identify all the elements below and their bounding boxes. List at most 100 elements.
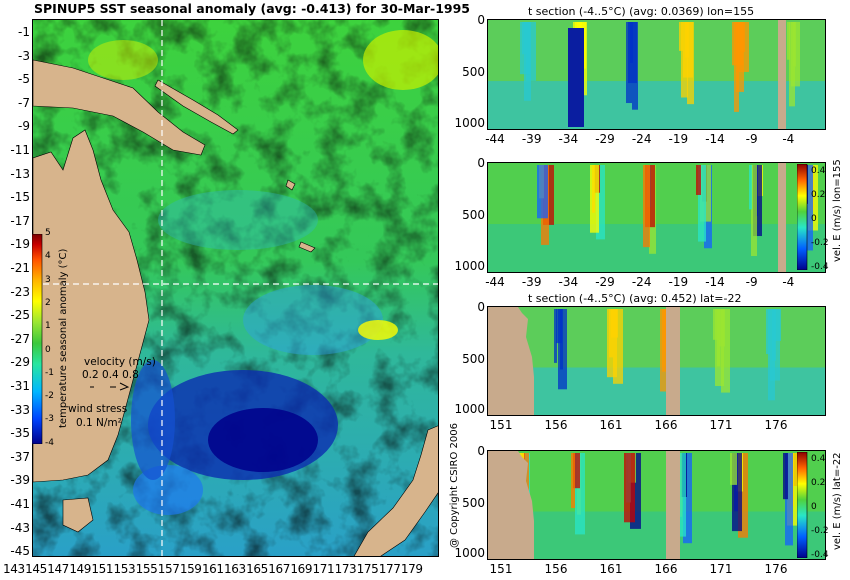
map-y-tick-label: -31 (10, 379, 30, 393)
map-y-tick-label: -1 (18, 25, 30, 39)
section-streak (520, 22, 530, 75)
section-streak (575, 453, 585, 535)
map-colorbar-label: temperature seasonal anomaly (°C) (58, 248, 69, 428)
section-x-tick-label: -34 (558, 132, 579, 146)
section-land-gap (666, 451, 680, 559)
map-x-tick-label: 149 (69, 562, 92, 576)
section-x-tick-label: -24 (631, 275, 652, 289)
section-streak (732, 22, 743, 66)
section-x-tick-label: -4 (782, 132, 795, 146)
temp-section-lon-panel (487, 19, 826, 130)
land-new-zealand (353, 425, 438, 556)
map-y-tick-label: -3 (18, 48, 30, 63)
section-x-tick-label: -4 (782, 275, 795, 289)
section-streak (590, 165, 599, 233)
map-colorbar-tick-label: -1 (45, 367, 54, 378)
section-streak (753, 165, 762, 237)
map-x-tick-label: 171 (312, 562, 335, 576)
map-y-tick-label: -21 (10, 261, 30, 275)
map-y-tick-label: -13 (10, 166, 30, 181)
section-x-tick-label: -19 (668, 275, 689, 289)
section-streak (698, 165, 706, 242)
map-y-tick-label: -37 (10, 449, 30, 464)
section-x-tick-label: 151 (489, 418, 513, 432)
vel-lat-colorbar (797, 452, 808, 558)
map-x-tick-label: 175 (356, 562, 379, 576)
section-x-tick-label: 156 (544, 418, 568, 432)
sst-anomaly-map (32, 19, 439, 557)
section-y-tick-label: 0 (477, 444, 485, 458)
section-streak (730, 453, 737, 485)
section-x-tick-label: -14 (705, 132, 725, 146)
section-x-tick-label: 161 (599, 418, 623, 432)
section-streak (626, 22, 632, 104)
section-streak (573, 453, 580, 489)
section-streak (681, 22, 688, 98)
section-streak (787, 22, 790, 60)
velocity-legend-label: velocity (m/s) (84, 356, 156, 368)
map-colorbar-tick-label: 2 (45, 297, 51, 308)
map-y-tick-label: -27 (10, 331, 30, 346)
map-colorbar-tick-label: 1 (45, 321, 51, 332)
map-x-tick-label: 163 (224, 562, 246, 576)
vel-colorbar-tick-label: 0.2 (811, 190, 826, 200)
map-colorbar-tick-label: -3 (45, 414, 54, 425)
section-streak (596, 165, 605, 240)
section-streak (791, 22, 800, 87)
map-x-tick-label: 151 (91, 562, 114, 576)
map-colorbar-tick-label: -2 (45, 391, 54, 402)
section-y-tick-label: 0 (477, 300, 485, 314)
vel-colorbar-tick-label: 0.4 (811, 166, 826, 176)
temp-section-lat-panel (487, 306, 826, 416)
vel-colorbar-tick-label: -0.2 (811, 238, 829, 248)
map-y-tick-label: -17 (10, 213, 30, 228)
section-x-tick-label: -44 (485, 132, 505, 146)
section-x-tick-label: 166 (654, 562, 678, 576)
section-land-gap (666, 307, 680, 415)
panel3-title: t section (-4..5°C) (avg: 0.452) lat=-22 (528, 292, 742, 305)
section-streak (751, 165, 757, 257)
map-x-tick-label: 177 (378, 562, 401, 576)
section-streak (628, 22, 637, 84)
vel-colorbar-tick-label: -0.4 (811, 262, 829, 272)
vel-colorbar-tick-label: 0 (811, 502, 817, 512)
map-x-tick-label: 161 (201, 562, 224, 576)
copyright-note: @ Copyright CSIRO 2006 (449, 423, 460, 548)
section-x-tick-label: -39 (521, 275, 542, 289)
section-heatmap (488, 307, 825, 415)
velocity-legend-arrows (90, 382, 130, 391)
section-land-gap (778, 20, 786, 129)
vel-section-lat-panel (487, 450, 826, 560)
map-y-tick-label: -41 (10, 497, 30, 511)
section-streak (660, 309, 668, 392)
section-x-tick-label: 176 (764, 562, 788, 576)
section-x-tick-label: -29 (595, 275, 615, 289)
vel-colorbar-tick-label: 0.4 (811, 454, 826, 464)
section-land-gap (778, 163, 786, 272)
map-x-tick-label: 143 (3, 562, 25, 576)
panel1-title: t section (-4..5°C) (avg: 0.0369) lon=15… (528, 5, 755, 18)
section-x-tick-label: 171 (709, 418, 733, 432)
vel-lon-colorbar (797, 164, 808, 270)
section-x-tick-label: 161 (599, 562, 623, 576)
section-x-tick-label: -34 (558, 275, 579, 289)
land-tasmania (62, 497, 94, 533)
map-x-tick-label: 159 (179, 562, 202, 576)
map-x-tick-label: 153 (113, 562, 136, 576)
section-streak (537, 165, 548, 219)
section-heatmap (488, 163, 825, 272)
map-y-tick-label: -19 (10, 237, 30, 252)
map-y-tick-label: -29 (10, 355, 30, 370)
map-y-tick-label: -25 (10, 308, 30, 323)
section-streak (624, 453, 635, 523)
section-streak (677, 453, 686, 537)
map-x-tick-label: 157 (157, 562, 180, 576)
velocity-legend-values: 0.2 0.4 0.8 (82, 369, 139, 381)
section-heatmap (488, 20, 825, 129)
section-y-tick-label: 1000 (454, 402, 485, 416)
section-x-tick-label: 176 (764, 418, 788, 432)
map-x-tick-label: 179 (400, 562, 423, 576)
section-streak (643, 165, 650, 248)
section-x-tick-label: -39 (521, 132, 542, 146)
section-streak (558, 309, 567, 390)
